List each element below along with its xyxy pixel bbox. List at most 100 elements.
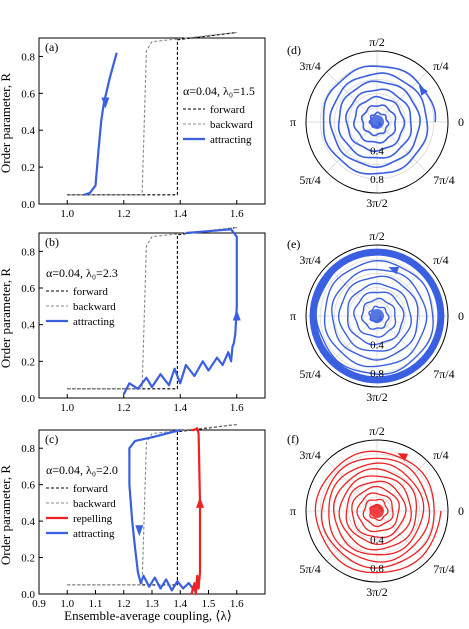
y-axis-label: Order parameter, R (0, 73, 13, 174)
panel-label: (a) (45, 40, 58, 54)
y-tick-label: 0.6 (21, 88, 35, 100)
series-attracting (128, 428, 199, 592)
legend-label: attracting (73, 316, 115, 328)
panel-label: (f) (287, 432, 299, 446)
angle-label: 7π/4 (433, 367, 454, 381)
panel-label: (d) (287, 43, 301, 57)
polar-spoke (376, 265, 428, 317)
y-axis-label: Order parameter, R (0, 268, 13, 369)
x-tick-label: 1.5 (202, 598, 216, 610)
angle-label: 3π/4 (299, 59, 320, 73)
x-tick-label: 1.0 (60, 208, 74, 220)
x-tick-label: 1.2 (117, 208, 131, 220)
x-tick-label: 1.3 (145, 598, 159, 610)
panel-label: (c) (45, 432, 58, 446)
legend-label: backward (73, 498, 116, 510)
angle-label: π/4 (433, 448, 448, 462)
panel-label: (e) (287, 237, 300, 251)
polar-frame (305, 50, 449, 194)
polar-spoke (326, 121, 378, 173)
legend-label: attracting (210, 134, 252, 146)
y-tick-label: 0.6 (21, 480, 35, 492)
x-tick-label: 1.4 (173, 208, 187, 220)
polar-spoke (326, 510, 378, 562)
x-tick-label: 1.2 (117, 402, 131, 414)
params-label: α=0.04, λ₀=2.3 (46, 266, 118, 280)
plot-frame (38, 429, 266, 595)
x-tick-label: 1.4 (173, 402, 187, 414)
angle-label: π/2 (369, 229, 384, 243)
direction-arrow (418, 85, 428, 96)
x-tick-label: 0.9 (32, 598, 46, 610)
polar-spoke (376, 510, 428, 562)
angle-label: 7π/4 (433, 562, 454, 576)
direction-arrow (232, 309, 241, 321)
polar-frame (305, 244, 449, 388)
angle-label: 3π/4 (299, 448, 320, 462)
angle-label: π (290, 309, 296, 323)
legend-label: forward (73, 483, 108, 495)
line-panel: 0.0 0.2 0.4 0.6 0.8 0.9 1.0 1.1 1.2 1.3 1.4 1.5 1.6 (… (21, 423, 266, 610)
series-forward (67, 226, 237, 390)
legend-label: backward (210, 119, 253, 131)
angle-label: 3π/2 (366, 585, 387, 599)
line-panel: 0.0 0.2 0.4 0.6 0.8 1.0 1.2 1.4 1.6 (b) α=0.04, λ₀… (21, 226, 266, 414)
series-attracting (83, 52, 118, 196)
angle-label: π (290, 115, 296, 129)
angle-label: 5π/4 (299, 173, 320, 187)
radial-tick-label: 0.8 (370, 563, 384, 575)
legend-label: backward (73, 301, 116, 313)
radial-tick-label: 0.4 (370, 534, 384, 546)
radial-tick-label: 0.8 (370, 368, 384, 380)
x-tick-label: 1.0 (60, 402, 74, 414)
y-tick-label: 0.8 (21, 246, 35, 258)
x-tick-label: 1.6 (230, 598, 244, 610)
trajectory (314, 450, 442, 574)
y-tick-label: 0.0 (21, 199, 35, 211)
x-tick-label: 1.6 (230, 402, 244, 414)
y-tick-label: 0.0 (21, 589, 35, 601)
legend-label: forward (73, 286, 108, 298)
trajectory-core (370, 504, 384, 518)
trajectory-core (370, 115, 384, 129)
x-tick-label: 1.4 (173, 598, 187, 610)
angle-label: 0 (458, 115, 464, 129)
angle-label: 5π/4 (299, 367, 320, 381)
legend-label: attracting (73, 528, 115, 540)
y-tick-label: 0.2 (21, 356, 35, 368)
y-tick-label: 0.2 (21, 553, 35, 565)
y-axis-label: Order parameter, R (0, 465, 13, 566)
angle-label: 7π/4 (433, 173, 454, 187)
legend-label: repelling (73, 513, 113, 525)
plot-frame (38, 232, 266, 399)
angle-label: 0 (458, 504, 464, 518)
radial-tick-label: 0.4 (370, 145, 384, 157)
y-tick-label: 0.4 (21, 320, 35, 332)
polar-spoke (326, 71, 378, 123)
angle-label: π/2 (369, 35, 384, 49)
params-label: α=0.04, λ₀=1.5 (183, 84, 255, 98)
y-tick-label: 0.8 (21, 443, 35, 455)
y-tick-label: 0.2 (21, 162, 35, 174)
angle-label: 5π/4 (299, 562, 320, 576)
series-forward (67, 31, 237, 196)
polar-frame (305, 439, 449, 583)
legend-label: forward (210, 104, 245, 116)
angle-label: 0 (458, 309, 464, 323)
series-backward (67, 31, 237, 196)
direction-arrow (397, 453, 409, 461)
x-tick-label: 1.2 (117, 598, 131, 610)
x-tick-label: 1.0 (60, 598, 74, 610)
trajectory (322, 65, 437, 175)
polar-spoke (376, 71, 428, 123)
angle-label: 3π/2 (366, 390, 387, 404)
direction-arrow (101, 97, 110, 109)
direction-arrow (135, 525, 144, 537)
angle-label: π/4 (433, 253, 448, 267)
angle-label: π/4 (433, 59, 448, 73)
trajectory (315, 253, 442, 375)
y-tick-label: 0.4 (21, 125, 35, 137)
series-backward (67, 226, 237, 390)
direction-arrow (196, 496, 205, 508)
